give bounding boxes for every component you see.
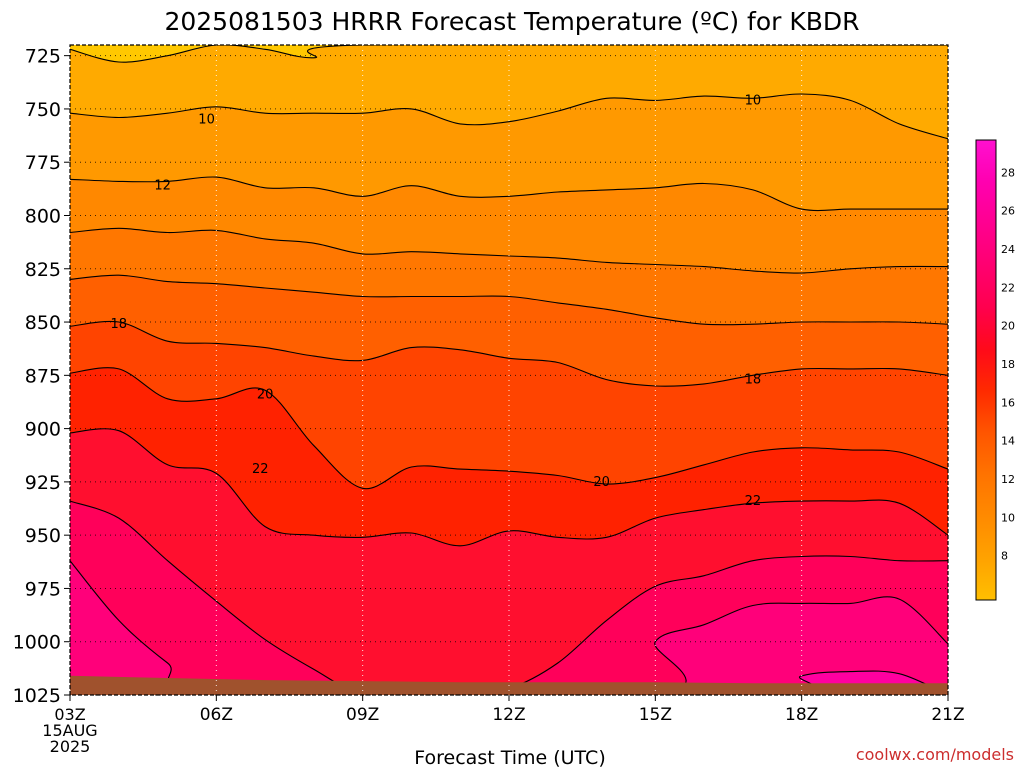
x-axis-label: Forecast Time (UTC) [414,747,605,768]
plot-area: 10 10 12 18 18 20 20 22 22 [69,44,949,696]
contour-label-18: 18 [745,373,762,388]
x-tick-label-06Z: 06Z [200,705,233,725]
colorbar-label-10: 10 [1001,511,1015,524]
colorbar-label-14: 14 [1001,435,1015,448]
temperature-band-26 [70,560,948,695]
watermark-url: coolwx.com/models [856,745,1014,764]
colorbar-label-18: 18 [1001,358,1015,371]
contour-line-16 [70,274,948,326]
contour-label-10: 10 [198,113,215,128]
x-start-label-line-2: 2025 [50,737,91,756]
colorbar-label-12: 12 [1001,473,1015,486]
contour-line-12 [70,176,948,212]
y-axis: 725 750 775 800 825 850 875 900 925 950 975 1000 102… [13,46,70,707]
y-tick-label-775: 775 [25,152,61,174]
y-tick-label-725: 725 [25,46,61,68]
contour-label-12: 12 [154,179,171,194]
contour-label-20: 20 [593,475,610,490]
temperature-bands [70,45,948,695]
colorbar-label-28: 28 [1001,166,1015,179]
colorbar-labels: 28 26 24 22 20 18 16 14 12 10 8 [1001,166,1015,562]
contour-line-20 [70,367,948,490]
x-tick-label-21Z: 21Z [931,705,964,725]
colorbar-label-16: 16 [1001,396,1015,409]
contour-line-18 [70,320,948,387]
colorbar-label-24: 24 [1001,243,1015,256]
y-tick-label-950: 950 [25,525,61,547]
colorbar-label-22: 22 [1001,281,1015,294]
contour-line-8 [70,45,948,63]
contour-line-26 [70,560,948,695]
contour-label-20: 20 [257,388,274,403]
y-tick-label-1000: 1000 [13,632,61,654]
y-tick-label-900: 900 [25,419,61,441]
x-start-label-line-1: 15AUG [42,721,97,740]
x-tick-label-15Z: 15Z [639,705,672,725]
y-tick-label-800: 800 [25,205,61,227]
x-tick-label-12Z: 12Z [492,705,525,725]
y-tick-label-750: 750 [25,99,61,121]
contour-line-10 [70,93,948,140]
y-tick-label-875: 875 [25,365,61,387]
x-tick-label-18Z: 18Z [785,705,818,725]
y-tick-label-925: 925 [25,472,61,494]
contour-label-10: 10 [745,93,762,108]
colorbar-gradient [975,139,997,601]
y-tick-label-850: 850 [25,312,61,334]
contour-label-22: 22 [745,494,762,509]
colorbar-label-26: 26 [1001,205,1015,218]
chart-title: 2025081503 HRRR Forecast Temperature (ºC… [164,7,859,36]
colorbar-label-8: 8 [1001,550,1008,563]
plot-frame [69,44,949,696]
y-tick-label-825: 825 [25,259,61,281]
x-start-label-line-0: 03Z [54,705,85,724]
y-tick-label-1025: 1025 [13,685,61,707]
colorbar-label-20: 20 [1001,320,1015,333]
x-tick-label-09Z: 09Z [346,705,379,725]
contour-labels: 10 10 12 18 18 20 20 22 22 [111,93,762,509]
colorbar: 28 26 24 22 20 18 16 14 12 10 8 [975,139,1015,601]
contour-label-18: 18 [111,317,128,332]
y-tick-label-975: 975 [25,578,61,600]
contour-label-22: 22 [252,462,269,477]
